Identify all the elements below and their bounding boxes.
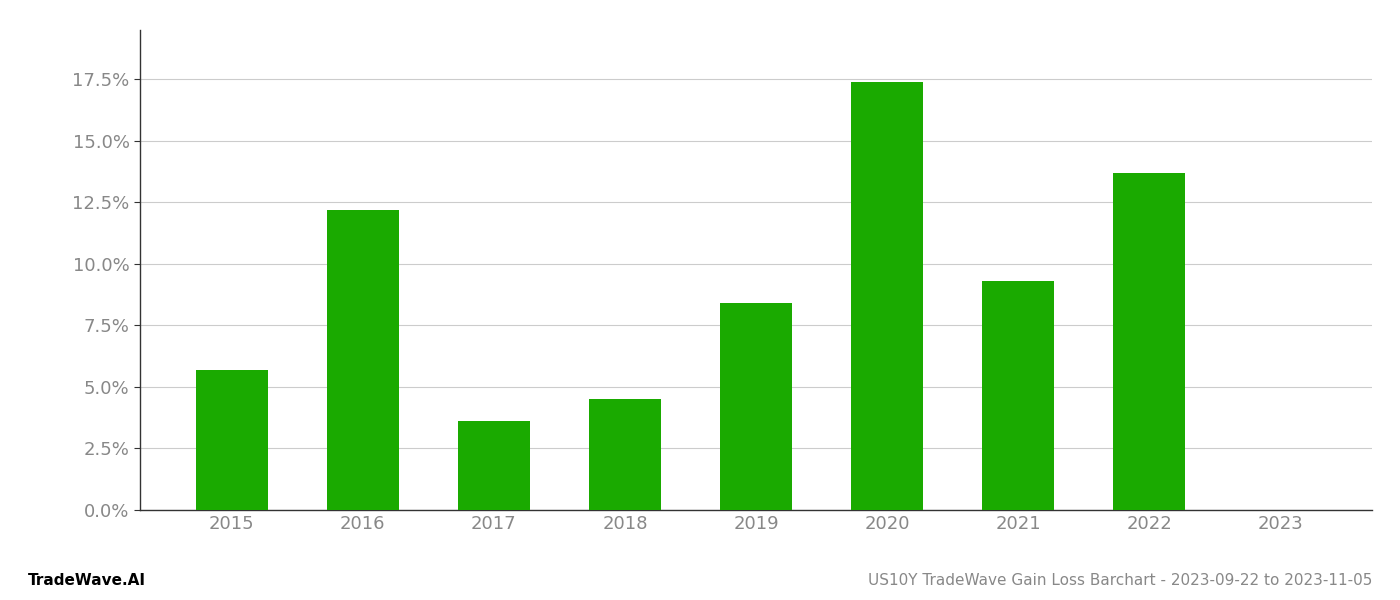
- Text: TradeWave.AI: TradeWave.AI: [28, 573, 146, 588]
- Bar: [1113, 173, 1186, 510]
- Bar: [851, 82, 923, 510]
- Bar: [326, 209, 399, 510]
- Bar: [589, 399, 661, 510]
- Bar: [720, 303, 792, 510]
- Bar: [458, 421, 531, 510]
- Bar: [981, 281, 1054, 510]
- Text: US10Y TradeWave Gain Loss Barchart - 2023-09-22 to 2023-11-05: US10Y TradeWave Gain Loss Barchart - 202…: [868, 573, 1372, 588]
- Bar: [196, 370, 267, 510]
